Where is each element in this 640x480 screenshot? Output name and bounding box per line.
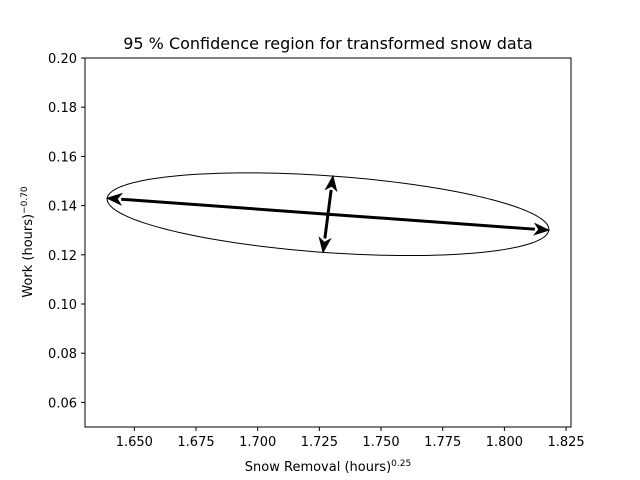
x-axis-ticks: 1.650 1.675 1.700 1.725 1.750 1.775 1.800 1.825: [116, 427, 585, 450]
minor-axis-arrow-shaft: [323, 214, 330, 239]
x-tick-label: 1.650: [116, 435, 153, 450]
minor-axis-arrow-head: [324, 174, 338, 193]
x-tick-label: 1.675: [177, 435, 214, 450]
major-axis-arrow-shaft: [327, 212, 535, 231]
y-axis-label-exponent: −0.70: [20, 186, 30, 214]
minor-axis-arrow-shaft: [326, 189, 333, 215]
x-tick-label: 1.700: [239, 435, 276, 450]
minor-axis-arrow-head: [318, 236, 332, 254]
x-tick-label: 1.750: [362, 435, 399, 450]
x-tick-label: 1.775: [424, 435, 461, 450]
axes-frame: [84, 57, 572, 428]
y-tick-label: 0.06: [48, 396, 77, 411]
major-axis-arrow-head: [105, 192, 124, 206]
y-tick-label: 0.16: [48, 150, 77, 165]
y-tick-label: 0.20: [48, 52, 77, 67]
y-axis-ticks: 0.06 0.08 0.10 0.12 0.14 0.16 0.18 0.20: [48, 52, 85, 411]
minor-axis-arrow: [318, 214, 332, 254]
y-tick-label: 0.08: [48, 347, 77, 362]
y-axis-label: Work (hours)−0.70: [20, 186, 36, 298]
major-axis-arrow-shaft: [121, 197, 329, 216]
data-layer: [105, 172, 551, 257]
x-tick-label: 1.825: [547, 435, 584, 450]
major-axis-arrow-head: [532, 222, 551, 236]
y-tick-label: 0.18: [48, 101, 77, 116]
y-tick-label: 0.12: [48, 249, 77, 264]
x-axis-label-text: Snow Removal (hours): [245, 460, 391, 475]
x-axis-label-exponent: 0.25: [391, 459, 411, 469]
plot-area: [84, 57, 572, 428]
major-axis-arrow: [327, 212, 551, 236]
y-tick-label: 0.14: [48, 200, 77, 215]
chart-title: 95 % Confidence region for transformed s…: [123, 34, 533, 53]
x-tick-label: 1.800: [486, 435, 523, 450]
major-axis-arrow: [105, 192, 329, 216]
y-axis-label-text: Work (hours): [21, 214, 36, 298]
x-axis-label: Snow Removal (hours)0.25: [245, 459, 411, 475]
x-tick-label: 1.725: [301, 435, 338, 450]
y-tick-label: 0.10: [48, 298, 77, 313]
minor-axis-arrow: [324, 174, 338, 215]
